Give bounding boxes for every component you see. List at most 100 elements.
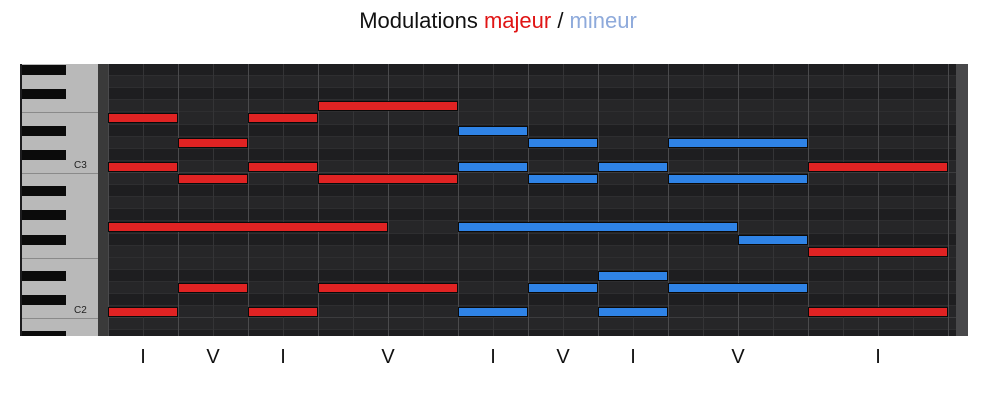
note-major[interactable] <box>808 161 948 172</box>
black-key[interactable] <box>22 210 66 221</box>
black-key[interactable] <box>22 234 66 245</box>
white-key-divider <box>22 257 98 259</box>
note-minor[interactable] <box>458 125 528 136</box>
grid-row <box>108 88 956 101</box>
black-key[interactable] <box>22 125 66 136</box>
black-key[interactable] <box>22 149 66 160</box>
grid-vline <box>668 64 669 336</box>
note-major[interactable] <box>248 307 318 318</box>
black-key[interactable] <box>22 295 66 306</box>
note-minor[interactable] <box>598 270 668 281</box>
chord-label: I <box>280 346 286 368</box>
note-minor[interactable] <box>598 161 668 172</box>
black-key[interactable] <box>22 186 66 197</box>
grid-vline <box>528 64 529 336</box>
note-minor[interactable] <box>528 173 598 184</box>
note-major[interactable] <box>808 246 948 257</box>
chord-label: V <box>731 346 745 368</box>
chord-label: I <box>140 346 146 368</box>
black-key[interactable] <box>22 331 66 336</box>
piano-keyboard[interactable]: C3 C2 <box>22 64 98 336</box>
grid-row <box>108 306 956 319</box>
grid-hline <box>108 232 956 234</box>
grid-vline <box>318 64 319 336</box>
grid-vline <box>948 64 949 336</box>
note-minor[interactable] <box>668 173 808 184</box>
note-minor[interactable] <box>528 137 598 148</box>
white-key-divider <box>22 318 98 320</box>
grid-hline <box>108 123 956 125</box>
note-minor[interactable] <box>738 234 808 245</box>
grid-vline <box>283 64 284 336</box>
title-prefix: Modulations <box>359 8 484 33</box>
note-major[interactable] <box>318 101 458 112</box>
octave-label: C2 <box>74 305 87 317</box>
chord-label: I <box>490 346 496 368</box>
grid-vline <box>633 64 634 336</box>
title-separator: / <box>551 8 570 33</box>
note-minor[interactable] <box>598 307 668 318</box>
note-major[interactable] <box>108 307 178 318</box>
title-major-word: majeur <box>483 8 552 33</box>
grid-hline <box>108 268 956 270</box>
black-key[interactable] <box>22 65 66 75</box>
note-minor[interactable] <box>668 137 808 148</box>
white-key-divider <box>22 172 98 174</box>
grid-hline <box>108 159 956 161</box>
grid-vline <box>703 64 704 336</box>
grid-vline <box>773 64 774 336</box>
chord-label: I <box>875 346 881 368</box>
title-minor-word: mineur <box>569 8 637 33</box>
grid-vline <box>843 64 844 336</box>
grid-hline <box>108 244 956 246</box>
note-minor[interactable] <box>458 307 528 318</box>
note-minor[interactable] <box>458 222 738 233</box>
black-key[interactable] <box>22 270 66 281</box>
grid-hline <box>108 135 956 137</box>
keyboard-separator <box>98 64 108 336</box>
note-major[interactable] <box>108 161 178 172</box>
grid-hline <box>108 317 956 319</box>
vertical-scrollbar[interactable] <box>956 64 968 336</box>
grid-hline <box>108 256 956 258</box>
grid-hline <box>108 220 956 222</box>
note-minor[interactable] <box>458 161 528 172</box>
note-major[interactable] <box>248 113 318 124</box>
black-key[interactable] <box>22 89 66 100</box>
note-major[interactable] <box>318 282 458 293</box>
grid-vline <box>423 64 424 336</box>
grid-vline <box>493 64 494 336</box>
grid-hline <box>108 293 956 295</box>
grid-row <box>108 257 956 270</box>
piano-roll: C3 C2 <box>20 64 968 336</box>
chord-label: V <box>556 346 570 368</box>
grid-row <box>108 318 956 331</box>
note-major[interactable] <box>178 282 248 293</box>
note-major[interactable] <box>808 307 948 318</box>
grid-row <box>108 245 956 258</box>
grid-row <box>108 294 956 307</box>
grid-vline <box>108 64 109 336</box>
note-minor[interactable] <box>528 282 598 293</box>
grid-row <box>108 160 956 173</box>
note-major[interactable] <box>178 173 248 184</box>
grid-hline <box>108 87 956 89</box>
note-major[interactable] <box>178 137 248 148</box>
grid-vline <box>808 64 809 336</box>
note-major[interactable] <box>108 222 388 233</box>
note-major[interactable] <box>108 113 178 124</box>
grid-vline <box>353 64 354 336</box>
grid-row <box>108 209 956 222</box>
grid-hline <box>108 208 956 210</box>
grid-vline <box>878 64 879 336</box>
note-grid[interactable] <box>108 64 956 336</box>
grid-row <box>108 185 956 198</box>
note-major[interactable] <box>248 161 318 172</box>
grid-vline <box>458 64 459 336</box>
grid-row <box>108 269 956 282</box>
grid-hline <box>108 196 956 198</box>
grid-hline <box>108 305 956 307</box>
note-major[interactable] <box>318 173 458 184</box>
note-minor[interactable] <box>668 282 808 293</box>
grid-hline <box>108 171 956 173</box>
